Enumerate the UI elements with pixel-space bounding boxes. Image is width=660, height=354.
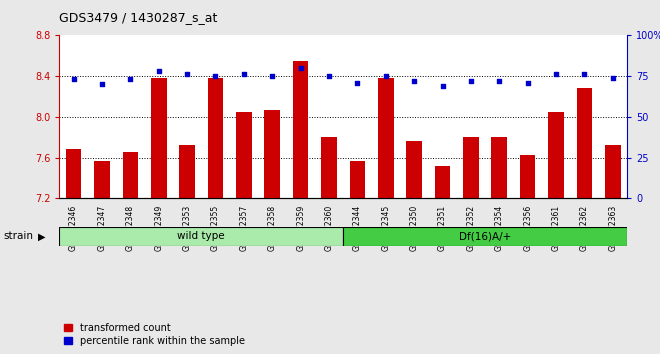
Legend: transformed count, percentile rank within the sample: transformed count, percentile rank withi… (64, 323, 245, 346)
Point (551, 72, 562, 77)
Point (523, 80, 533, 85)
Bar (293, 61, 308, 198)
Point (239, 72, 249, 77)
Bar (407, 141, 422, 198)
Point (125, 76, 136, 82)
Bar (577, 88, 592, 198)
Text: wild type: wild type (178, 231, 225, 241)
Bar (520, 155, 535, 198)
Bar (378, 78, 393, 198)
Point (380, 73, 391, 79)
Text: GDS3479 / 1430287_s_at: GDS3479 / 1430287_s_at (59, 11, 218, 24)
Bar (321, 137, 337, 198)
FancyBboxPatch shape (343, 227, 627, 246)
Point (466, 78, 477, 84)
Bar (208, 78, 223, 198)
Bar (66, 149, 81, 198)
Bar (236, 112, 251, 198)
Point (608, 75, 618, 81)
Bar (94, 161, 110, 198)
Point (267, 73, 277, 79)
Bar (151, 78, 166, 198)
Point (409, 78, 420, 84)
Bar (350, 161, 365, 198)
Point (352, 80, 363, 85)
Bar (265, 110, 280, 198)
Point (296, 65, 306, 71)
Point (210, 73, 220, 79)
FancyBboxPatch shape (59, 227, 343, 246)
Text: ▶: ▶ (38, 232, 46, 241)
Bar (435, 166, 450, 198)
Bar (492, 137, 507, 198)
Bar (548, 112, 564, 198)
Bar (123, 153, 138, 198)
Bar (463, 137, 478, 198)
Point (182, 72, 193, 77)
Bar (180, 145, 195, 198)
Point (579, 72, 590, 77)
Bar (605, 145, 620, 198)
Point (438, 83, 448, 89)
Point (96, 81, 107, 87)
Point (69, 76, 79, 82)
Point (153, 68, 164, 74)
Point (323, 73, 334, 79)
Text: strain: strain (3, 232, 33, 241)
Point (494, 78, 505, 84)
Text: Df(16)A/+: Df(16)A/+ (459, 231, 512, 241)
